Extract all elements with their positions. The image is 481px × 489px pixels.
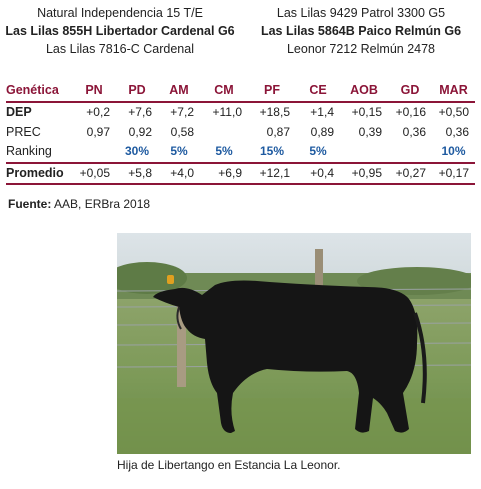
pedigree-text: Las Lilas 7816-C Cardenal	[45, 42, 194, 56]
ranking-cell	[72, 143, 116, 164]
column-header: AM	[158, 81, 200, 103]
column-header: Genética	[6, 81, 72, 103]
table-cell: 0,97	[86, 125, 110, 140]
table-cell: 0,36	[445, 125, 469, 140]
row-label: DEP	[6, 105, 32, 120]
table-cell: +0,27	[388, 162, 432, 185]
row-label: Ranking	[6, 143, 52, 158]
table-cell: +0,50	[438, 105, 469, 120]
table-cell: +5,8	[116, 162, 158, 185]
table-cell: +12,1	[248, 162, 296, 185]
table-cell: +0,15	[351, 105, 382, 120]
column-header: PN	[72, 81, 116, 103]
pedigree-row: Natural Independencia 15 T/E Las Lilas 9…	[0, 4, 481, 22]
table-cell: 0,39	[358, 125, 382, 140]
table-cell: +18,5	[259, 105, 290, 120]
pedigree-text: Natural Independencia 15 T/E	[37, 6, 203, 20]
table-cell: +6,9	[200, 162, 248, 185]
cattle-photo-illustration	[117, 233, 471, 454]
sire-name: Las Lilas 855H Libertador Cardenal G6	[5, 24, 235, 38]
table-cell	[200, 122, 248, 143]
table-cell: +0,2	[86, 105, 110, 120]
photo-caption: Hija de Libertango en Estancia La Leonor…	[117, 458, 341, 472]
column-header: MAR	[432, 81, 475, 103]
column-header: PF	[248, 81, 296, 103]
table-row: Ranking 30% 5% 5% 15% 5% 10%	[6, 143, 475, 164]
table-cell: 0,36	[402, 125, 426, 140]
column-header: AOB	[340, 81, 388, 103]
row-label: Promedio	[6, 162, 72, 185]
column-header: CM	[200, 81, 248, 103]
column-header: PD	[116, 81, 158, 103]
column-header: CE	[296, 81, 340, 103]
table-cell: 0,87	[266, 125, 290, 140]
table-cell: +0,16	[395, 105, 426, 120]
table-row: Promedio +0,05 +5,8 +4,0 +6,9 +12,1 +0,4…	[6, 162, 475, 185]
dam-name: Las Lilas 5864B Paico Relmún G6	[260, 24, 462, 38]
table-cell: +11,0	[212, 105, 242, 120]
source-note: Fuente: AAB, ERBra 2018	[8, 197, 150, 211]
table-cell: +7,2	[170, 105, 194, 120]
ranking-cell	[340, 143, 388, 164]
dep-table: Genética PN PD AM CM PF CE AOB GD MAR DE…	[6, 81, 475, 185]
table-cell: +4,0	[158, 162, 200, 185]
cattle-photo	[117, 233, 471, 454]
ear-tag	[167, 275, 174, 284]
pedigree-row: Las Lilas 7816-C Cardenal Leonor 7212 Re…	[0, 40, 481, 58]
ranking-cell: 30%	[124, 143, 150, 158]
table-cell: +0,05	[72, 162, 116, 185]
table-header-row: Genética PN PD AM CM PF CE AOB GD MAR	[6, 81, 475, 103]
pedigree-text: Las Lilas 9429 Patrol 3300 G5	[276, 6, 446, 20]
pedigree-text: Leonor 7212 Relmún 2478	[286, 42, 436, 56]
ranking-cell: 15%	[259, 143, 285, 158]
source-label: Fuente:	[8, 197, 52, 211]
ranking-cell: 5%	[170, 143, 188, 158]
ranking-cell: 10%	[441, 143, 466, 158]
row-label: PREC	[6, 125, 41, 140]
table-cell: 0,92	[128, 125, 152, 140]
ranking-cell: 5%	[309, 143, 327, 158]
table-cell: +0,95	[340, 162, 388, 185]
table-cell: +0,4	[296, 162, 340, 185]
table-cell: +1,4	[310, 105, 334, 120]
table-cell: +0,17	[432, 162, 475, 185]
column-header: GD	[388, 81, 432, 103]
ranking-cell: 5%	[215, 143, 233, 158]
table-cell: 0,89	[310, 125, 334, 140]
table-cell: +7,6	[128, 105, 152, 120]
table-row: PREC 0,97 0,92 0,58 0,87 0,89 0,39 0,36 …	[6, 122, 475, 143]
source-text: AAB, ERBra 2018	[51, 197, 151, 211]
table-row: DEP +0,2 +7,6 +7,2 +11,0 +18,5 +1,4 +0,1…	[6, 102, 475, 123]
ranking-cell	[388, 143, 432, 164]
table-cell: 0,58	[170, 125, 194, 140]
pedigree-row: Las Lilas 855H Libertador Cardenal G6 La…	[0, 22, 481, 40]
